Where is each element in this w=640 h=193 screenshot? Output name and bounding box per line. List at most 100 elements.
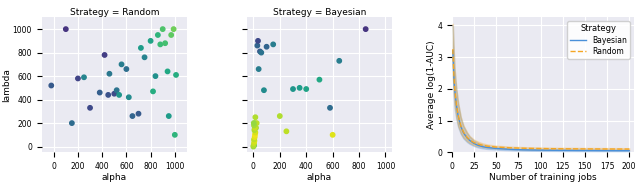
Bayesian: [492, 147, 500, 150]
Point: [111, 89, 122, 92]
Random: [581, 148, 589, 150]
Point: [250, 133, 260, 136]
Bayesian: [466, 139, 474, 141]
Point: [249, 144, 259, 147]
Point: [248, 144, 259, 147]
Bayesian: [450, 72, 458, 74]
Point: [275, 114, 285, 118]
Point: [248, 145, 259, 148]
Bayesian: [537, 149, 545, 151]
Point: [282, 130, 292, 133]
Point: [251, 126, 261, 129]
Point: [95, 91, 105, 94]
Bayesian: [463, 137, 471, 139]
Bayesian: [545, 149, 553, 151]
Bayesian: [510, 148, 518, 151]
Bayesian: [449, 50, 457, 52]
Random: [450, 70, 458, 73]
Point: [99, 53, 109, 57]
Random: [484, 145, 492, 147]
Point: [250, 136, 260, 139]
Bayesian: [470, 142, 478, 145]
Random: [515, 147, 522, 149]
Point: [334, 59, 344, 62]
Point: [116, 63, 127, 66]
Random: [449, 48, 457, 50]
Point: [160, 42, 170, 45]
Random: [559, 148, 566, 150]
Title: Strategy = Random: Strategy = Random: [70, 8, 159, 17]
Bayesian: [457, 125, 465, 128]
Point: [121, 68, 131, 71]
Point: [168, 28, 179, 31]
Bayesian: [454, 115, 462, 117]
Random: [475, 143, 483, 145]
Point: [67, 122, 77, 125]
Point: [85, 106, 95, 109]
Point: [104, 72, 115, 75]
Point: [249, 122, 259, 125]
Random: [603, 148, 611, 150]
X-axis label: alpha: alpha: [307, 173, 332, 182]
Random: [454, 114, 462, 116]
Line: Random: Random: [453, 49, 629, 149]
Point: [153, 33, 163, 36]
Bayesian: [460, 132, 467, 134]
Random: [519, 147, 527, 149]
Random: [452, 103, 460, 105]
Random: [470, 141, 478, 144]
Point: [249, 138, 259, 141]
Point: [294, 86, 305, 89]
Point: [127, 114, 138, 118]
Point: [166, 33, 176, 36]
Point: [164, 114, 174, 118]
Random: [466, 139, 474, 141]
Random: [492, 146, 500, 148]
Line: Bayesian: Bayesian: [453, 51, 629, 151]
Point: [288, 87, 298, 91]
Random: [457, 125, 465, 127]
Point: [79, 76, 89, 79]
Random: [451, 86, 458, 88]
Title: Strategy = Bayesian: Strategy = Bayesian: [273, 8, 366, 17]
Point: [73, 77, 83, 80]
Bayesian: [451, 88, 458, 90]
Y-axis label: Average log(1-AUC): Average log(1-AUC): [427, 41, 436, 129]
Point: [250, 139, 260, 142]
Bayesian: [452, 104, 460, 106]
X-axis label: Number of training jobs: Number of training jobs: [489, 173, 596, 182]
Point: [133, 112, 143, 115]
Bayesian: [475, 144, 483, 147]
Point: [155, 43, 165, 46]
Point: [109, 92, 120, 95]
Bayesian: [581, 149, 589, 152]
Point: [140, 56, 150, 59]
Point: [249, 124, 259, 127]
Point: [249, 141, 259, 145]
Bayesian: [479, 146, 487, 148]
Point: [145, 39, 156, 42]
Point: [252, 44, 262, 47]
Point: [253, 68, 264, 71]
Point: [136, 46, 146, 49]
Bayesian: [603, 149, 611, 152]
Point: [150, 74, 161, 78]
Random: [501, 146, 509, 149]
Point: [268, 43, 278, 46]
Point: [301, 87, 311, 91]
Point: [314, 78, 324, 81]
Point: [252, 122, 262, 125]
X-axis label: alpha: alpha: [102, 173, 127, 182]
Bayesian: [501, 148, 509, 150]
Point: [61, 28, 71, 31]
Random: [545, 147, 553, 150]
Random: [510, 147, 518, 149]
Bayesian: [484, 146, 492, 149]
Point: [256, 51, 266, 54]
Point: [114, 93, 124, 96]
Point: [103, 93, 113, 96]
Bayesian: [559, 149, 566, 152]
Bayesian: [519, 149, 527, 151]
Y-axis label: lambda: lambda: [2, 68, 11, 102]
Point: [328, 133, 338, 136]
